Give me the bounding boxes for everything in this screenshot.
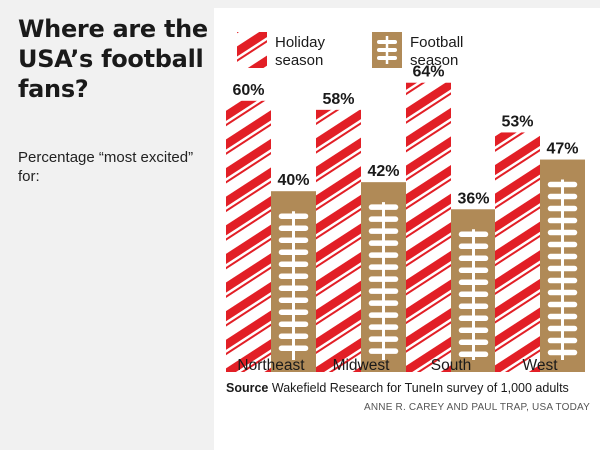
bar-holiday-season-northeast <box>226 100 271 373</box>
legend-swatch-holiday-season <box>237 32 267 68</box>
source-note: Source Wakefield Research for TuneIn sur… <box>226 381 569 395</box>
category-label-midwest: Midwest <box>333 357 391 374</box>
value-label-football-season-midwest: 42% <box>367 163 399 180</box>
value-label-football-season-northeast: 40% <box>277 172 309 189</box>
value-label-holiday-season-northeast: 60% <box>232 82 264 99</box>
legend-label-holiday-season: season <box>275 52 323 69</box>
category-label-south: South <box>431 357 472 374</box>
bar-holiday-season-south <box>406 82 451 372</box>
value-label-holiday-season-midwest: 58% <box>322 91 354 108</box>
value-label-holiday-season-west: 53% <box>501 113 533 130</box>
bars-group <box>226 82 585 373</box>
category-label-northeast: Northeast <box>237 357 305 374</box>
football-laces-group <box>278 179 578 360</box>
source-label: Source <box>226 381 269 395</box>
source-text: Wakefield Research for TuneIn survey of … <box>271 381 569 395</box>
category-label-west: West <box>522 357 558 374</box>
bar-holiday-season-midwest <box>316 109 361 372</box>
legend-label-holiday-season: Holiday <box>275 34 326 51</box>
legend-label-football-season: season <box>410 52 458 69</box>
value-label-football-season-west: 47% <box>546 141 578 158</box>
bar-holiday-season-west <box>495 132 540 372</box>
legend-label-football-season: Football <box>410 34 463 51</box>
value-labels-group: 60% 40% 58% 42% 64% 36% 53% 47% <box>232 64 578 208</box>
category-labels-group: Northeast Midwest South West <box>237 357 558 374</box>
chart-title: Where are the USA’s football fans? <box>18 15 208 103</box>
value-label-football-season-south: 36% <box>457 190 489 207</box>
value-label-holiday-season-south: 64% <box>412 64 444 81</box>
chart-subtitle: Percentage “most excited” for: <box>18 149 194 185</box>
credit-line: ANNE R. CAREY AND PAUL TRAP, USA TODAY <box>363 402 590 413</box>
